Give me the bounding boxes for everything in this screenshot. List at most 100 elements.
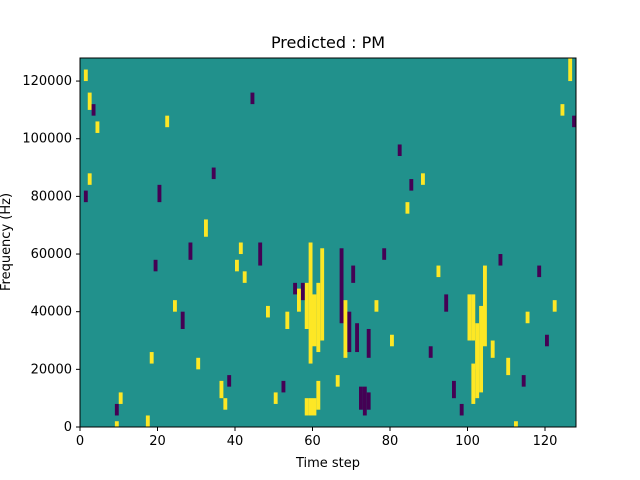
heatmap-cells bbox=[83, 58, 580, 427]
heatmap-cell bbox=[483, 265, 487, 347]
heatmap-cell bbox=[339, 248, 344, 324]
chart-title: Predicted : PM bbox=[271, 33, 385, 52]
heatmap-cell bbox=[362, 386, 367, 416]
x-tick-label: 100 bbox=[455, 434, 480, 449]
heatmap-cell bbox=[359, 386, 363, 410]
plot-frame bbox=[79, 57, 577, 428]
heatmap-cell bbox=[153, 259, 158, 272]
x-tick-label: 120 bbox=[533, 434, 558, 449]
heatmap-cell bbox=[83, 69, 88, 82]
heatmap-cell bbox=[525, 311, 530, 324]
heatmap-cell bbox=[242, 271, 247, 283]
heatmap-cell bbox=[258, 242, 263, 266]
heatmap-cell bbox=[145, 415, 150, 427]
heatmap-cell bbox=[409, 179, 414, 191]
heatmap-cell bbox=[316, 380, 321, 410]
heatmap-cell bbox=[235, 259, 239, 272]
heatmap-cell bbox=[308, 398, 313, 416]
heatmap-cell bbox=[498, 254, 503, 266]
heatmap-cell bbox=[467, 294, 472, 341]
y-tick-label: 80000 bbox=[31, 189, 72, 204]
heatmap-cell bbox=[238, 242, 243, 255]
y-tick-label: 20000 bbox=[31, 362, 72, 377]
heatmap-cell bbox=[196, 357, 201, 370]
plot-area bbox=[79, 57, 580, 428]
y-tick-label: 60000 bbox=[31, 247, 72, 262]
heatmap-cell bbox=[308, 242, 313, 364]
heatmap-cell bbox=[471, 363, 476, 404]
heatmap-cell bbox=[227, 375, 232, 387]
heatmap-cell bbox=[572, 115, 576, 128]
y-tick-label: 100000 bbox=[22, 132, 72, 147]
y-tick-label: 120000 bbox=[22, 74, 72, 89]
heatmap-cell bbox=[87, 173, 92, 185]
heatmap-cell bbox=[165, 115, 170, 128]
heatmap-cell bbox=[374, 300, 379, 312]
heatmap-cell bbox=[281, 380, 286, 393]
heatmap-cell bbox=[204, 219, 208, 237]
heatmap-cell bbox=[421, 173, 425, 185]
heatmap-cell bbox=[114, 421, 119, 427]
heatmap-cell bbox=[87, 92, 92, 110]
heatmap-cell bbox=[297, 288, 301, 312]
heatmap-cell bbox=[397, 144, 402, 157]
heatmap-cell bbox=[312, 294, 317, 347]
heatmap-cell bbox=[118, 392, 123, 404]
heatmap-cell bbox=[444, 294, 449, 312]
heatmap-cell bbox=[312, 398, 317, 416]
heatmap-cell bbox=[223, 398, 228, 410]
heatmap-cell bbox=[490, 340, 495, 358]
heatmap-cell bbox=[273, 392, 278, 404]
heatmap-cell bbox=[300, 282, 305, 301]
heatmap-cell bbox=[149, 352, 154, 364]
heatmap-cell bbox=[459, 403, 464, 416]
y-tick-label: 0 bbox=[64, 420, 72, 435]
heatmap-cell bbox=[285, 311, 290, 329]
heatmap-cell bbox=[351, 265, 356, 283]
plot-background bbox=[80, 58, 576, 427]
heatmap-cell bbox=[180, 311, 185, 329]
heatmap-cell bbox=[568, 58, 573, 82]
heatmap-cell bbox=[335, 375, 340, 387]
y-axis: 0 20000 40000 60000 80000 100000 120000 bbox=[22, 74, 80, 435]
heatmap-cell bbox=[382, 248, 387, 260]
x-axis-label: Time step bbox=[295, 456, 360, 471]
heatmap-cell bbox=[428, 346, 433, 358]
x-axis: 0 20 40 60 80 100 120 bbox=[76, 427, 558, 449]
heatmap-cell bbox=[537, 265, 542, 278]
heatmap-cell bbox=[405, 202, 410, 214]
heatmap-cell bbox=[266, 305, 270, 318]
y-tick-label: 40000 bbox=[31, 305, 72, 320]
heatmap-cell bbox=[320, 248, 325, 341]
heatmap-cell bbox=[560, 104, 565, 116]
heatmap-cell bbox=[521, 375, 526, 387]
heatmap-cell bbox=[173, 300, 177, 312]
heatmap-cell bbox=[366, 328, 371, 358]
heatmap-cell bbox=[211, 167, 216, 180]
heatmap-cell bbox=[347, 311, 352, 353]
heatmap-cell bbox=[304, 282, 309, 329]
heatmap-cell bbox=[471, 294, 476, 341]
heatmap-cell bbox=[188, 242, 193, 260]
heatmap-cell bbox=[293, 282, 298, 295]
heatmap-cell bbox=[552, 300, 557, 312]
x-tick-label: 60 bbox=[304, 434, 321, 449]
heatmap-cell bbox=[91, 104, 96, 116]
heatmap-cell bbox=[479, 305, 484, 393]
x-tick-label: 80 bbox=[382, 434, 399, 449]
heatmap-cell bbox=[545, 334, 549, 347]
heatmap-cell bbox=[390, 334, 394, 347]
heatmap-cell bbox=[95, 121, 100, 133]
heatmap-cell bbox=[219, 380, 224, 399]
heatmap-cell bbox=[506, 357, 511, 376]
heatmap-cell bbox=[343, 300, 348, 358]
heatmap-cell bbox=[316, 282, 321, 353]
heatmap-cell bbox=[355, 323, 360, 353]
heatmap-cell bbox=[475, 340, 480, 370]
heatmap-cell bbox=[250, 92, 255, 105]
heatmap-cell bbox=[576, 185, 580, 197]
heatmap-cell bbox=[157, 184, 162, 203]
x-tick-label: 40 bbox=[227, 434, 244, 449]
y-axis-label: Frequency (Hz) bbox=[0, 193, 14, 291]
